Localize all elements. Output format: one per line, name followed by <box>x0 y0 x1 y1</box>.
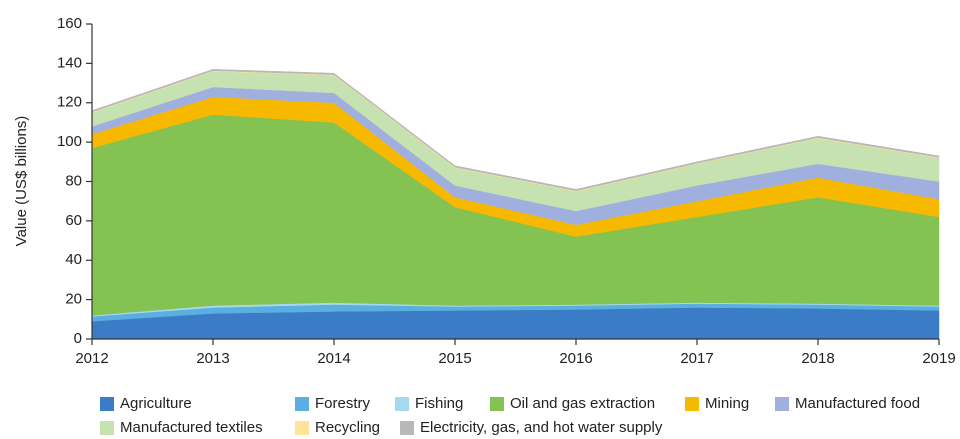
y-tick-label: 120 <box>57 94 82 111</box>
legend-swatch <box>100 397 114 411</box>
y-tick-label: 40 <box>65 251 82 268</box>
legend-label: Forestry <box>315 395 371 412</box>
legend-label: Fishing <box>415 395 463 412</box>
legend-label: Manufactured textiles <box>120 419 263 436</box>
x-tick-label: 2016 <box>559 350 592 367</box>
legend-swatch <box>295 397 309 411</box>
legend-label: Agriculture <box>120 395 192 412</box>
legend-label: Recycling <box>315 419 380 436</box>
legend-swatch <box>395 397 409 411</box>
legend-label: Electricity, gas, and hot water supply <box>420 419 663 436</box>
y-tick-label: 100 <box>57 133 82 150</box>
legend-swatch <box>685 397 699 411</box>
y-tick-label: 140 <box>57 54 82 71</box>
legend-swatch <box>775 397 789 411</box>
legend-swatch <box>295 421 309 435</box>
legend-label: Oil and gas extraction <box>510 395 655 412</box>
y-tick-label: 20 <box>65 291 82 308</box>
x-tick-label: 2012 <box>75 350 108 367</box>
y-tick-label: 160 <box>57 15 82 32</box>
y-tick-label: 0 <box>74 330 82 347</box>
x-tick-label: 2018 <box>801 350 834 367</box>
x-tick-label: 2013 <box>196 350 229 367</box>
legend-swatch <box>400 421 414 435</box>
x-tick-label: 2014 <box>317 350 350 367</box>
legend-label: Mining <box>705 395 749 412</box>
y-axis-label: Value (US$ billions) <box>13 116 30 247</box>
y-tick-label: 80 <box>65 172 82 189</box>
x-tick-label: 2015 <box>438 350 471 367</box>
legend-label: Manufactured food <box>795 395 920 412</box>
area <box>91 69 940 192</box>
x-tick-label: 2019 <box>922 350 955 367</box>
x-tick-label: 2017 <box>680 350 713 367</box>
legend-swatch <box>100 421 114 435</box>
y-tick-label: 60 <box>65 212 82 229</box>
legend-swatch <box>490 397 504 411</box>
